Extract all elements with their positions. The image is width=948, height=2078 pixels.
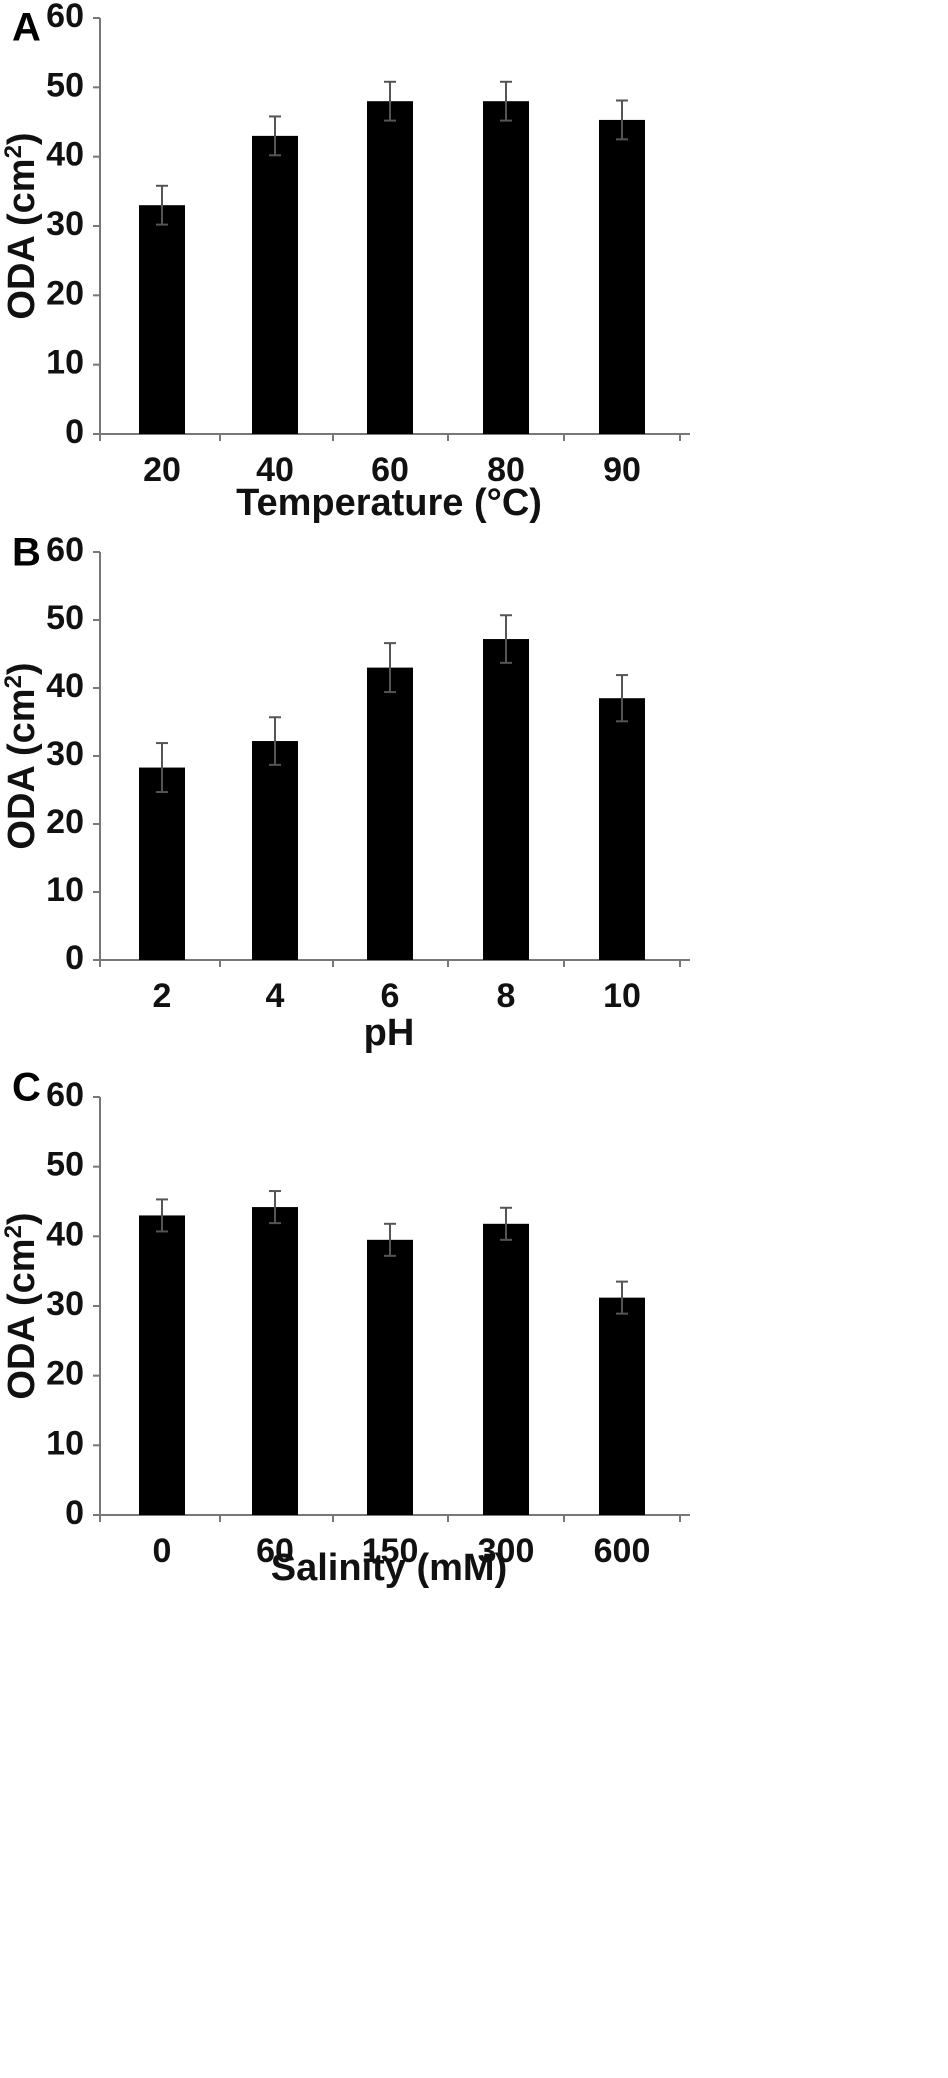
y-tick-label: 40 [46,667,84,705]
bar-60 [367,101,413,434]
bar-150 [367,1239,413,1515]
x-tick-label: 6 [381,977,400,1015]
error-bar-20 [156,184,168,226]
x-axis-label: pH [364,1012,415,1054]
x-tick-label: 90 [603,451,641,489]
x-tick-label: 8 [497,977,516,1015]
y-tick-label: 60 [46,0,84,35]
x-tick-label: 60 [371,451,409,489]
panel-label: C [12,1066,41,1110]
y-tick-label: 40 [46,1215,84,1253]
x-tick-label: 150 [362,1532,419,1570]
y-axis-label: ODA (cm2) [0,132,43,319]
bar-600 [599,1297,645,1515]
y-tick-label: 0 [65,939,84,977]
error-bar-300 [500,1206,512,1241]
error-bar-90 [616,99,628,141]
chart-panel-b: B 0 10 20 30 40 50 60 2 4 6 8 10 pH ODA (cm2) [0,531,690,1054]
error-bar-60 [384,80,396,122]
error-bar-40 [269,115,281,157]
error-bar-8 [500,614,512,664]
x-axis-label: Temperature (°C) [236,482,542,524]
y-tick-label: 50 [46,66,84,104]
x-tick-label: 80 [487,451,525,489]
bar-2 [139,767,185,960]
bar-10 [599,698,645,960]
bar-40 [252,135,298,434]
bar-90 [599,119,645,435]
y-tick-label: 40 [46,136,84,174]
bar-20 [139,205,185,434]
bar-4 [252,741,298,960]
bar-0 [139,1215,185,1515]
y-tick-label: 60 [46,531,84,569]
y-tick-label: 0 [65,413,84,451]
error-bar-4 [269,716,281,766]
y-axis-label: ODA (cm2) [0,662,43,849]
y-tick-label: 50 [46,1146,84,1184]
bar-60 [252,1207,298,1515]
error-bar-150 [384,1222,396,1257]
bar-8 [483,639,529,960]
panel-label: A [12,6,41,50]
y-tick-label: 10 [46,871,84,909]
y-axis-label: ODA (cm2) [0,1212,43,1399]
y-tick-label: 20 [46,803,84,841]
error-bar-10 [616,674,628,723]
x-tick-label: 600 [594,1532,651,1570]
y-tick-label: 10 [46,1424,84,1462]
y-tick-label: 20 [46,1355,84,1393]
y-tick-label: 50 [46,599,84,637]
bar-80 [483,101,529,434]
error-bar-2 [156,742,168,794]
y-tick-label: 10 [46,344,84,382]
chart-panel-a: A 0 10 20 30 40 50 60 20 40 60 80 90 Temperature (°C)… [0,0,690,524]
x-tick-label: 20 [143,451,181,489]
y-tick-label: 20 [46,274,84,312]
error-bar-6 [384,642,396,694]
error-bar-600 [616,1280,628,1315]
panel-label: B [12,531,41,575]
y-tick-label: 0 [65,1494,84,1532]
error-bar-0 [156,1198,168,1233]
y-tick-label: 30 [46,205,84,243]
x-tick-label: 10 [603,977,641,1015]
x-tick-label: 60 [256,1532,294,1570]
y-tick-label: 30 [46,735,84,773]
bar-6 [367,667,413,960]
x-tick-label: 40 [256,451,294,489]
x-tick-label: 4 [266,977,285,1015]
y-tick-label: 30 [46,1285,84,1323]
x-tick-label: 0 [153,1532,172,1570]
error-bar-60 [269,1190,281,1225]
y-tick-label: 60 [46,1076,84,1114]
x-tick-label: 300 [478,1532,535,1570]
bar-300 [483,1223,529,1515]
x-tick-label: 2 [153,977,172,1015]
error-bar-80 [500,80,512,122]
x-axis-label: Salinity (mM) [271,1547,507,1589]
